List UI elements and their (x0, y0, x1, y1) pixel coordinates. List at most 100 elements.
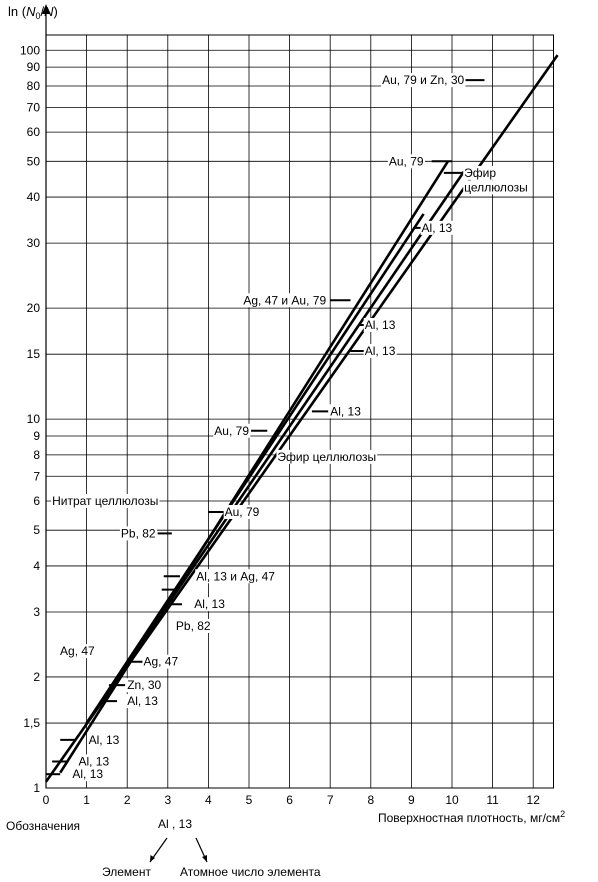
y-tick-12: 20 (27, 301, 41, 315)
y-tick-0: 1 (33, 781, 40, 795)
annotation-bg-23 (77, 754, 111, 769)
annotation-bg-5 (242, 293, 328, 308)
legend-heading: Обозначения (6, 819, 80, 833)
y-tick-11: 15 (27, 347, 41, 361)
annotation-bg-20 (126, 678, 163, 693)
annotation-bg-8 (329, 404, 363, 419)
x-tick-5: 5 (246, 793, 253, 807)
y-tick-17: 70 (27, 100, 41, 114)
annotation-bg-2 (463, 165, 498, 180)
y-tick-13: 30 (27, 236, 41, 250)
y-tick-9: 9 (33, 429, 40, 443)
annotation-bg-11 (51, 493, 160, 508)
annotation-7: Al, 13 (365, 344, 396, 358)
y-axis-arrow (42, 4, 50, 14)
annotation-marks (46, 79, 485, 776)
annotation-bg-4 (420, 220, 454, 235)
annotation-2: Эфир (464, 166, 496, 180)
x-tick-2: 2 (124, 793, 131, 807)
series-line-2 (85, 213, 425, 724)
y-tick-7: 7 (33, 469, 40, 483)
series-lines (44, 54, 559, 783)
y-tick-10: 10 (27, 412, 41, 426)
annotation-20: Zn, 30 (127, 678, 161, 692)
annotation-bg-9 (213, 423, 251, 438)
annotation-bg-14 (195, 569, 277, 584)
designation-legend: Обозначения Al , 13 Элемент Атомное числ… (6, 817, 321, 879)
y-tick-14: 40 (27, 190, 41, 204)
arrow-atomic-head (202, 855, 207, 862)
annotation-9: Au, 79 (214, 424, 249, 438)
annotation-12: Au, 79 (225, 505, 260, 519)
annotation-bg-17 (174, 618, 212, 633)
annotation-17: Pb, 82 (176, 619, 211, 633)
annotation-24: Al, 13 (72, 767, 103, 781)
x-tick-7: 7 (327, 793, 334, 807)
annotation-10: Эфир целлюлозы (277, 450, 376, 464)
x-tick-0: 0 (43, 793, 50, 807)
annotation-6: Al, 13 (365, 318, 396, 332)
annotation-bg-0 (381, 73, 466, 88)
series-line-3 (85, 170, 466, 724)
legend-example: Al , 13 (158, 817, 192, 831)
x-tick-3: 3 (164, 793, 171, 807)
y-tick-4: 4 (33, 559, 40, 573)
annotation-bg-10 (276, 449, 378, 464)
annotation-bg-3 (463, 180, 529, 195)
y-tick-18: 80 (27, 79, 41, 93)
annotation-16: Al, 13 (194, 597, 225, 611)
annotation-0: Au, 79 и Zn, 30 (382, 73, 464, 87)
annotation-bg-1 (387, 154, 425, 169)
y-tick-3: 3 (33, 605, 40, 619)
x-tick-6: 6 (286, 793, 293, 807)
x-tick-10: 10 (445, 793, 459, 807)
y-tick-8: 8 (33, 448, 40, 462)
y-tick-2: 2 (33, 670, 40, 684)
annotation-bg-12 (223, 505, 261, 520)
annotation-3: целлюлозы (464, 180, 528, 194)
y-axis-label: ln (N0/N) (8, 4, 58, 21)
y-tick-16: 60 (27, 125, 41, 139)
y-tick-20: 100 (20, 43, 40, 57)
annotation-bg-6 (363, 317, 397, 332)
y-tick-15: 50 (27, 154, 41, 168)
annotation-18: Ag, 47 (60, 644, 95, 658)
annotation-5: Ag, 47 и Au, 79 (243, 293, 326, 307)
annotation-8: Al, 13 (330, 404, 361, 418)
annotation-22: Al, 13 (89, 733, 120, 747)
annotation-23: Al, 13 (78, 754, 109, 768)
y-tick-19: 90 (27, 60, 41, 74)
annotation-bg-18 (59, 644, 97, 659)
x-axis-label: Поверхностная плотность, мг/см2 (378, 809, 565, 825)
y-tick-1: 1,5 (23, 716, 40, 730)
annotation-4: Al, 13 (422, 221, 453, 235)
annotation-bg-13 (119, 526, 157, 541)
annotation-13: Pb, 82 (121, 526, 156, 540)
x-tick-8: 8 (367, 793, 374, 807)
annotation-14: Al, 13 и Ag, 47 (196, 569, 275, 583)
annotation-bg-16 (193, 597, 227, 612)
annotation-1: Au, 79 (389, 154, 424, 168)
x-tick-11: 11 (486, 793, 499, 807)
x-tick-labels: 0 1 2 3 4 5 6 7 8 9 10 11 12 (43, 793, 541, 807)
x-tick-4: 4 (205, 793, 212, 807)
y-tick-6: 6 (33, 494, 40, 508)
annotation-bg-21 (126, 694, 160, 709)
annotation-bg-7 (363, 344, 397, 359)
annotation-11: Нитрат целлюлозы (52, 494, 158, 508)
x-tick-12: 12 (527, 793, 541, 807)
legend-element: Элемент (102, 865, 151, 879)
y-tick-5: 5 (33, 523, 40, 537)
axes (42, 4, 50, 788)
annotation-21: Al, 13 (127, 694, 158, 708)
annotation-bg-22 (87, 732, 121, 747)
x-tick-9: 9 (408, 793, 415, 807)
legend-atomic-number: Атомное число элемента (180, 865, 321, 879)
annotation-19: Ag, 47 (143, 655, 178, 669)
x-tick-1: 1 (83, 793, 90, 807)
annotation-bg-19 (142, 654, 180, 669)
arrow-element-head (150, 855, 155, 862)
y-tick-labels: 1 1,5 2 3 4 5 6 7 8 9 10 15 20 30 40 50 60 70 80 90 100 (20, 43, 40, 795)
